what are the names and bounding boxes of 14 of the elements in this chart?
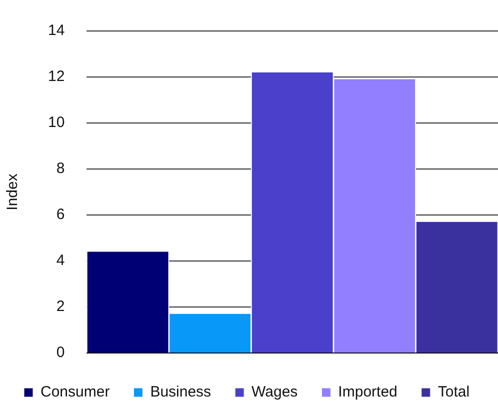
legend-label: Imported: [338, 384, 398, 401]
y-tick-label: 10: [48, 114, 65, 132]
legend-label: Total: [438, 384, 470, 401]
y-tick-label: 8: [56, 160, 65, 178]
legend-label: Wages: [252, 384, 298, 401]
y-tick-label: 0: [56, 344, 65, 362]
y-tick-label: 14: [48, 22, 65, 40]
y-tick-label: 4: [56, 252, 65, 270]
legend-label: Business: [150, 384, 212, 401]
y-axis-title: Index: [4, 173, 22, 210]
legend-label: Consumer: [40, 384, 110, 401]
y-tick-label: 6: [56, 206, 65, 224]
y-tick-label: 2: [56, 298, 65, 316]
y-tick-label: 12: [48, 68, 65, 86]
